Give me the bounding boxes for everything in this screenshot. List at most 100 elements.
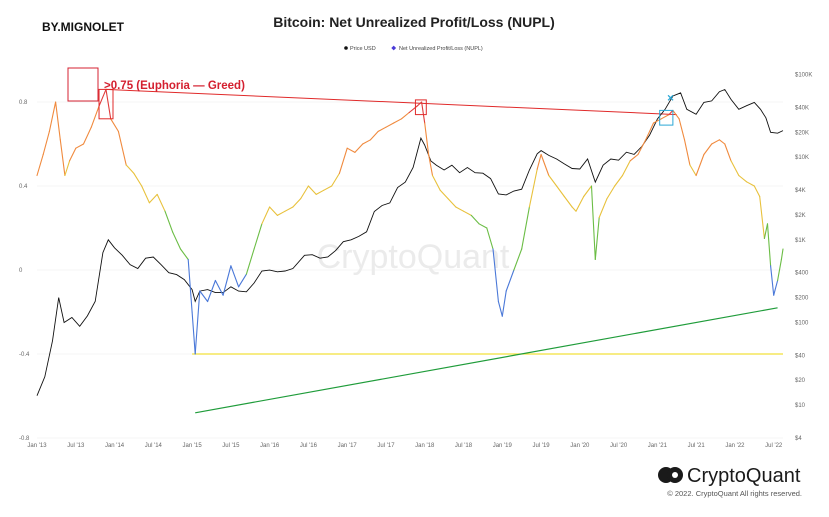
nupl-segment xyxy=(172,231,182,250)
right-tick-label: $4K xyxy=(795,188,806,194)
logo-icon-hole xyxy=(672,472,678,478)
nupl-segment xyxy=(766,223,772,267)
annotation-boxes xyxy=(98,88,674,126)
nupl-segment xyxy=(421,101,426,124)
nupl-segment xyxy=(583,185,593,198)
nupl-segment xyxy=(82,126,92,145)
nupl-segment xyxy=(261,206,271,225)
nupl-segment xyxy=(683,139,691,166)
watermark: CryptoQuant xyxy=(317,238,510,276)
right-tick-label: $40 xyxy=(795,353,806,359)
nupl-segment xyxy=(253,223,263,250)
nupl-segment xyxy=(393,118,403,124)
x-axis: Jan '13 Jul '13 Jan '14 Jul '14 Jan '15 Jul '… xyxy=(27,443,783,449)
nupl-segment xyxy=(269,206,278,216)
nupl-series xyxy=(36,88,784,355)
nupl-segment xyxy=(753,185,761,198)
nupl-segment xyxy=(478,223,488,229)
nupl-segment xyxy=(462,210,472,216)
nupl-segment xyxy=(59,139,66,177)
nupl-segment xyxy=(598,198,608,219)
nupl-segment xyxy=(307,185,317,195)
support-line xyxy=(195,307,778,414)
nupl-segment xyxy=(98,88,107,107)
nupl-segment xyxy=(505,269,515,292)
x-tick-label: Jul '20 xyxy=(610,443,628,449)
nupl-segment xyxy=(48,101,57,132)
nupl-segment xyxy=(75,143,85,149)
nupl-segment xyxy=(400,111,410,120)
nupl-segment xyxy=(470,214,480,225)
x-tick-label: Jan '19 xyxy=(493,443,513,449)
nupl-segment xyxy=(492,248,499,303)
right-tick-label: $100 xyxy=(795,320,809,326)
nupl-segment xyxy=(703,143,713,156)
nupl-segment xyxy=(528,168,538,208)
nupl-segment xyxy=(563,195,573,208)
nupl-segment xyxy=(331,172,340,187)
x-tick-label: Jan '21 xyxy=(648,443,668,449)
nupl-segment xyxy=(497,300,503,317)
nupl-segment xyxy=(718,139,726,145)
nupl-segment xyxy=(590,185,596,261)
author-label: BY.MIGNOLET xyxy=(42,20,125,34)
nupl-segment xyxy=(594,216,600,261)
nupl-segment xyxy=(284,206,294,212)
nupl-segment xyxy=(439,189,449,200)
x-tick-label: Jul '13 xyxy=(67,443,85,449)
nupl-segment xyxy=(105,88,112,120)
brand-logo: CryptoQuant xyxy=(658,465,801,487)
nupl-segment xyxy=(621,160,631,177)
nupl-segment xyxy=(276,210,286,216)
nupl-segment xyxy=(354,143,364,153)
nupl-segment xyxy=(141,185,150,204)
right-tick-label: $4 xyxy=(795,436,802,442)
nupl-segment xyxy=(110,118,119,132)
x-tick-label: Jan '20 xyxy=(570,443,590,449)
nupl-segment xyxy=(230,265,240,288)
x-tick-label: Jul '17 xyxy=(377,443,395,449)
left-tick-label: 0 xyxy=(19,268,23,274)
copyright: © 2022. CryptoQuant All rights reserved. xyxy=(667,489,802,498)
nupl-segment xyxy=(323,185,333,191)
right-tick-label: $20K xyxy=(795,130,809,136)
x-tick-label: Jan '14 xyxy=(105,443,125,449)
highlight-box xyxy=(414,99,427,116)
x-tick-label: Jan '18 xyxy=(415,443,435,449)
price-series xyxy=(36,88,784,396)
nupl-segment xyxy=(245,248,255,275)
nupl-segment xyxy=(214,279,224,296)
right-tick-label: $10 xyxy=(795,403,806,409)
x-tick-label: Jul '15 xyxy=(222,443,240,449)
x-tick-label: Jan '15 xyxy=(183,443,203,449)
nupl-segment xyxy=(69,147,77,162)
nupl-segment xyxy=(672,109,680,120)
chart-title: Bitcoin: Net Unrealized Profit/Loss (NUP… xyxy=(273,14,555,30)
nupl-segment xyxy=(156,193,166,212)
nupl-segment xyxy=(711,139,720,145)
nupl-segment xyxy=(300,185,309,200)
nupl-segment xyxy=(377,126,387,132)
nupl-segment xyxy=(536,153,542,170)
nupl-segment xyxy=(548,174,558,187)
nupl-segment xyxy=(556,185,565,198)
annotation-lines xyxy=(105,88,783,414)
nupl-segment xyxy=(724,143,732,162)
right-tick-label: $20 xyxy=(795,378,806,384)
x-tick-label: Jul '16 xyxy=(300,443,318,449)
left-tick-label: 0.8 xyxy=(19,100,28,106)
nupl-segment xyxy=(501,290,507,317)
nupl-segment xyxy=(164,210,174,233)
right-tick-label: $10K xyxy=(795,155,809,161)
nupl-segment xyxy=(571,206,577,212)
nupl-segment xyxy=(338,147,348,174)
x-tick-label: Jul '19 xyxy=(532,443,550,449)
top-line xyxy=(105,88,677,116)
right-tick-label: $1K xyxy=(795,238,806,244)
right-tick-label: $40K xyxy=(795,105,809,111)
legend: Price USD Net Unrealized Profit/Loss (NU… xyxy=(344,45,483,52)
nupl-segment xyxy=(513,248,523,271)
right-axis: $100K $40K $20K $10K $4K $2K $1K $400 $200 $100 $4… xyxy=(795,73,812,442)
nupl-segment xyxy=(486,227,494,250)
